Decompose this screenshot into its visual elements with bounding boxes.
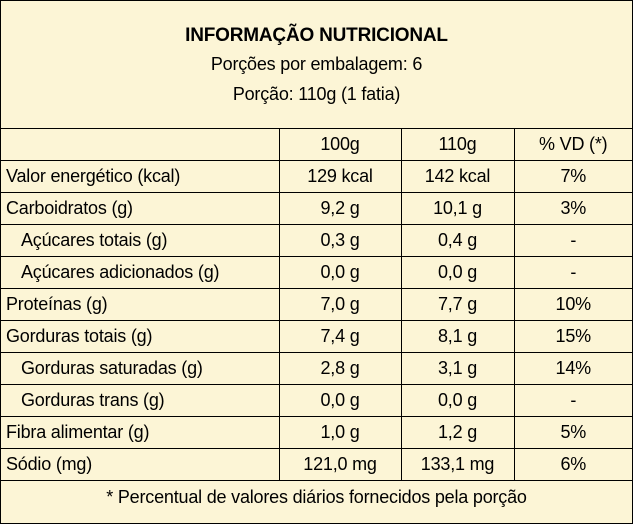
value-per-110g: 10,1 g bbox=[400, 192, 515, 225]
nutrient-name: Açúcares totais (g) bbox=[1, 224, 280, 257]
nutrition-table: 100g 110g % VD (*) Valor energético (kca… bbox=[1, 129, 632, 481]
nutrient-name: Carboidratos (g) bbox=[1, 192, 280, 225]
table-row: Sódio (mg) 121,0 mg 133,1 mg 6% bbox=[1, 448, 632, 481]
daily-value: - bbox=[513, 384, 632, 417]
nutrient-name: Sódio (mg) bbox=[1, 448, 280, 481]
value-per-110g: 8,1 g bbox=[400, 320, 515, 353]
value-per-110g: 0,0 g bbox=[400, 256, 515, 289]
footnote: * Percentual de valores diários fornecid… bbox=[106, 487, 527, 507]
column-header-nutrient bbox=[1, 129, 280, 161]
nutrient-name: Proteínas (g) bbox=[1, 288, 280, 321]
nutrient-name: Açúcares adicionados (g) bbox=[1, 256, 280, 289]
value-per-110g: 7,7 g bbox=[400, 288, 515, 321]
table-row: Proteínas (g) 7,0 g 7,7 g 10% bbox=[1, 288, 632, 321]
table-row: Açúcares adicionados (g) 0,0 g 0,0 g - bbox=[1, 256, 632, 289]
nutrient-name: Gorduras saturadas (g) bbox=[1, 352, 280, 385]
value-per-100g: 0,3 g bbox=[278, 224, 402, 257]
daily-value: 5% bbox=[513, 416, 632, 449]
value-per-110g: 133,1 mg bbox=[400, 448, 515, 481]
column-header-vd: % VD (*) bbox=[513, 129, 632, 161]
nutrient-name: Gorduras trans (g) bbox=[1, 384, 280, 417]
serving-size: Porção: 110g (1 fatia) bbox=[232, 84, 401, 104]
daily-value: - bbox=[513, 256, 632, 289]
value-per-100g: 9,2 g bbox=[278, 192, 402, 225]
value-per-100g: 1,0 g bbox=[278, 416, 402, 449]
table-row: Carboidratos (g) 9,2 g 10,1 g 3% bbox=[1, 192, 632, 225]
column-header-110g: 110g bbox=[400, 129, 515, 161]
value-per-110g: 3,1 g bbox=[400, 352, 515, 385]
servings-per-package: Porções por embalagem: 6 bbox=[210, 54, 423, 74]
value-per-110g: 0,4 g bbox=[400, 224, 515, 257]
table-row: Gorduras saturadas (g) 2,8 g 3,1 g 14% bbox=[1, 352, 632, 385]
value-per-100g: 7,0 g bbox=[278, 288, 402, 321]
value-per-110g: 142 kcal bbox=[400, 160, 515, 193]
value-per-100g: 0,0 g bbox=[278, 256, 402, 289]
label-title: INFORMAÇÃO NUTRICIONAL bbox=[185, 25, 448, 46]
table-row: Fibra alimentar (g) 1,0 g 1,2 g 5% bbox=[1, 416, 632, 449]
value-per-100g: 121,0 mg bbox=[278, 448, 402, 481]
column-header-100g: 100g bbox=[278, 129, 402, 161]
nutrient-name: Fibra alimentar (g) bbox=[1, 416, 280, 449]
table-row: Valor energético (kcal) 129 kcal 142 kca… bbox=[1, 160, 632, 193]
value-per-100g: 129 kcal bbox=[278, 160, 402, 193]
table-header-row: 100g 110g % VD (*) bbox=[1, 129, 632, 161]
daily-value: 15% bbox=[513, 320, 632, 353]
daily-value: - bbox=[513, 224, 632, 257]
table-row: Gorduras totais (g) 7,4 g 8,1 g 15% bbox=[1, 320, 632, 353]
daily-value: 3% bbox=[513, 192, 632, 225]
daily-value: 7% bbox=[513, 160, 632, 193]
table-row: Gorduras trans (g) 0,0 g 0,0 g - bbox=[1, 384, 632, 417]
label-header: INFORMAÇÃO NUTRICIONAL Porções por embal… bbox=[1, 1, 632, 129]
daily-value: 10% bbox=[513, 288, 632, 321]
value-per-100g: 7,4 g bbox=[278, 320, 402, 353]
value-per-100g: 0,0 g bbox=[278, 384, 402, 417]
value-per-110g: 0,0 g bbox=[400, 384, 515, 417]
value-per-110g: 1,2 g bbox=[400, 416, 515, 449]
table-row: Açúcares totais (g) 0,3 g 0,4 g - bbox=[1, 224, 632, 257]
value-per-100g: 2,8 g bbox=[278, 352, 402, 385]
nutrient-name: Gorduras totais (g) bbox=[1, 320, 280, 353]
daily-value: 6% bbox=[513, 448, 632, 481]
nutrient-name: Valor energético (kcal) bbox=[1, 160, 280, 193]
daily-value: 14% bbox=[513, 352, 632, 385]
